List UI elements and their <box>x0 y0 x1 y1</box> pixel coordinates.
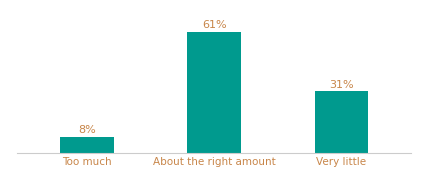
Bar <box>60 137 114 153</box>
Text: 61%: 61% <box>202 20 226 30</box>
Text: 8%: 8% <box>78 125 96 135</box>
Bar <box>187 32 241 153</box>
Bar <box>315 91 368 153</box>
Text: 31%: 31% <box>329 80 354 90</box>
